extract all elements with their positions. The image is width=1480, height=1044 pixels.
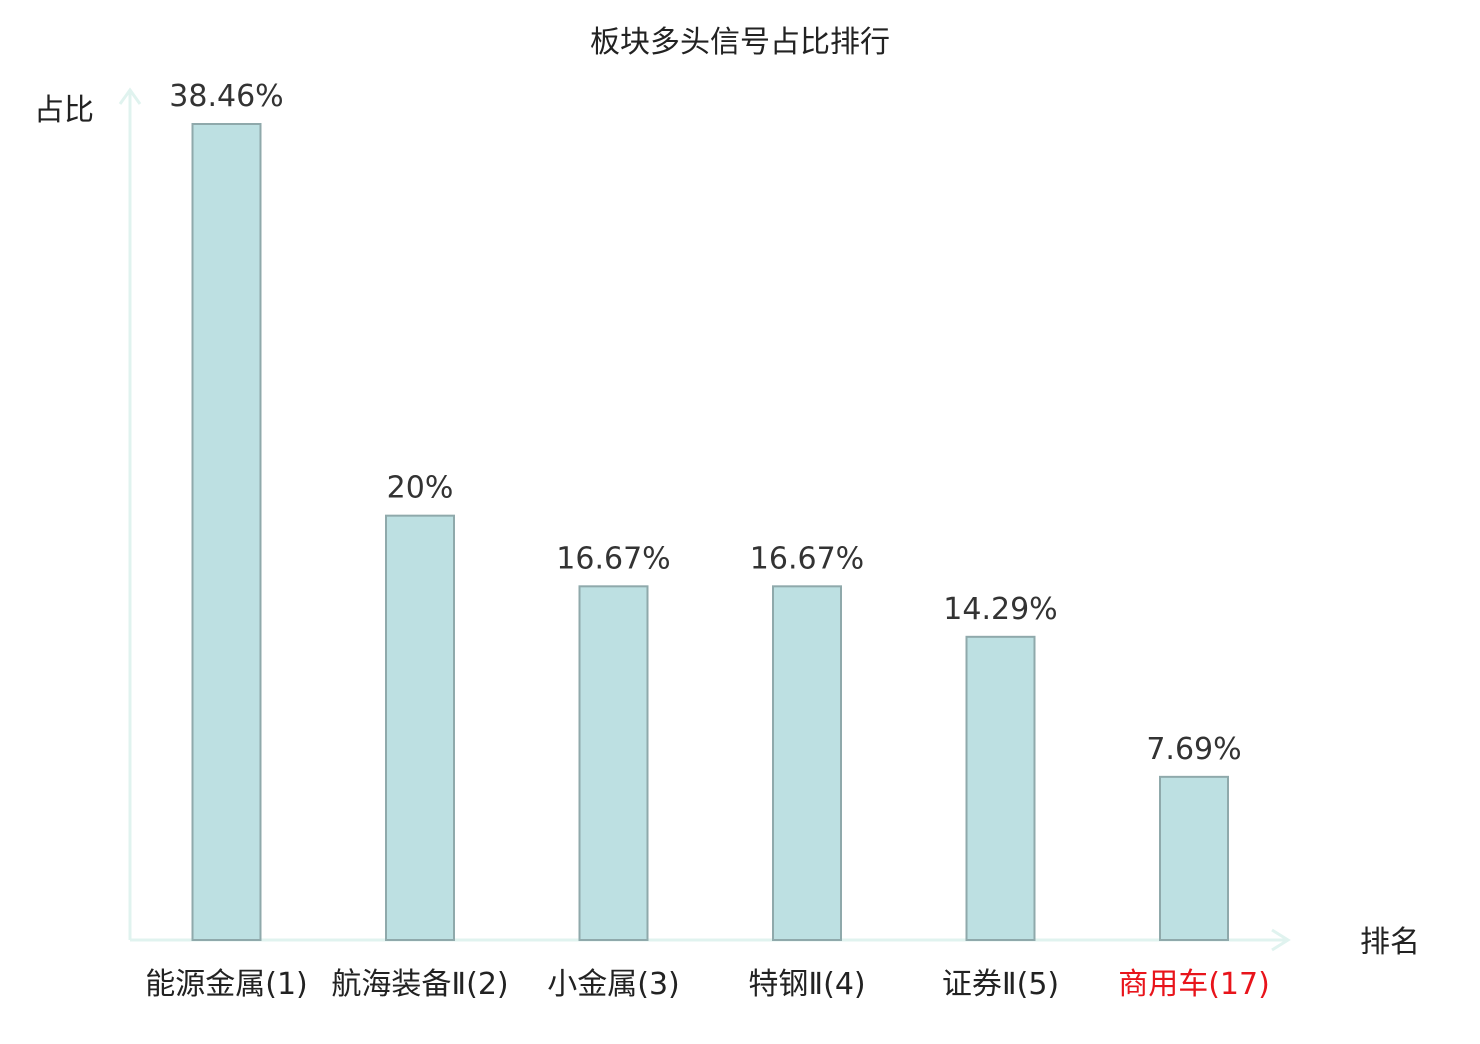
- data-label: 38.46%: [169, 79, 283, 114]
- x-tick-label: 小金属(3): [547, 967, 680, 1002]
- data-label: 20%: [387, 471, 454, 506]
- bar: [772, 585, 842, 941]
- y-axis-arrow: [118, 87, 142, 105]
- bar: [965, 635, 1036, 941]
- axes: [118, 87, 1291, 952]
- x-tick-labels: 能源金属(1) 航海装备Ⅱ(2) 小金属(3) 特钢Ⅱ(4) 证券Ⅱ(5) 商用车(17): [145, 967, 1270, 1002]
- x-axis-label: 排名: [1360, 925, 1420, 960]
- x-tick-label: 航海装备Ⅱ(2): [331, 967, 508, 1002]
- x-axis-arrow: [1271, 928, 1291, 952]
- bar: [191, 123, 262, 941]
- data-label: 7.69%: [1146, 732, 1241, 767]
- value-labels: 38.46% 20% 16.67% 16.67% 14.29% 7.69%: [169, 79, 1241, 767]
- chart-title: 板块多头信号占比排行: [590, 25, 890, 60]
- x-tick-label: 商用车(17): [1118, 967, 1270, 1002]
- bar: [385, 514, 455, 941]
- bar-series: [191, 123, 1229, 941]
- bar: [1159, 775, 1229, 941]
- data-label: 14.29%: [943, 592, 1057, 627]
- x-tick-label: 特钢Ⅱ(4): [748, 967, 865, 1002]
- y-axis-label: 占比: [34, 93, 94, 128]
- x-tick-label: 证券Ⅱ(5): [942, 967, 1059, 1002]
- data-label: 16.67%: [556, 541, 670, 576]
- x-tick-label: 能源金属(1): [145, 967, 308, 1002]
- bar: [578, 585, 649, 941]
- data-label: 16.67%: [750, 541, 864, 576]
